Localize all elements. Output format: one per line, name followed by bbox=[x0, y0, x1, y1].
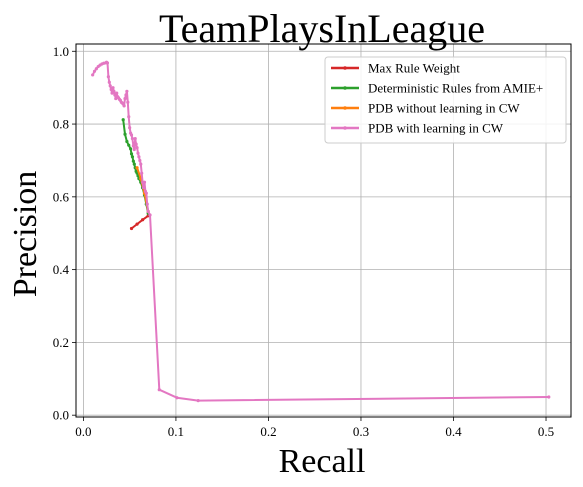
y-tick-label: 0.6 bbox=[53, 189, 70, 204]
data-point bbox=[129, 226, 134, 231]
y-tick-label: 0.8 bbox=[53, 117, 69, 132]
legend-marker bbox=[343, 106, 347, 110]
x-tick-label: 0.5 bbox=[538, 424, 554, 439]
data-point bbox=[139, 162, 143, 166]
y-tick-label: 1.0 bbox=[53, 44, 69, 59]
data-point bbox=[126, 100, 130, 104]
data-point bbox=[140, 171, 144, 175]
data-point bbox=[135, 222, 139, 226]
data-point bbox=[125, 139, 129, 144]
legend-label: PDB with learning in CW bbox=[368, 121, 504, 136]
data-point bbox=[131, 159, 135, 163]
legend-label: Deterministic Rules from AMIE+ bbox=[368, 81, 543, 96]
data-point bbox=[175, 396, 179, 400]
data-point bbox=[132, 162, 136, 166]
data-point bbox=[106, 75, 110, 79]
data-point bbox=[111, 86, 115, 90]
legend-marker bbox=[343, 66, 347, 70]
data-point bbox=[136, 151, 140, 155]
x-tick-label: 0.4 bbox=[445, 424, 462, 439]
data-point bbox=[148, 213, 152, 217]
x-tick-label: 0.0 bbox=[75, 424, 91, 439]
x-tick-label: 0.2 bbox=[260, 424, 276, 439]
series-4 bbox=[91, 60, 551, 403]
chart-title: TeamPlaysInLeague bbox=[159, 6, 485, 51]
ticks: 0.0 0.1 0.2 0.3 0.4 0.5 0.0 0.2 0.4 0.6 0.8 1.0 bbox=[53, 44, 554, 439]
data-point bbox=[123, 132, 127, 136]
data-point bbox=[141, 186, 146, 190]
data-point bbox=[91, 73, 95, 77]
data-point bbox=[196, 399, 200, 403]
data-point bbox=[146, 209, 150, 213]
series-1 bbox=[129, 214, 150, 231]
y-tick-label: 0.2 bbox=[53, 335, 69, 350]
data-point bbox=[108, 84, 112, 88]
data-point bbox=[123, 96, 127, 101]
data-point bbox=[92, 69, 97, 73]
data-point bbox=[134, 142, 138, 146]
x-tick-label: 0.1 bbox=[168, 424, 184, 439]
data-point bbox=[127, 115, 131, 119]
series-layer bbox=[91, 60, 551, 403]
data-point bbox=[130, 137, 135, 141]
data-point bbox=[135, 166, 139, 170]
data-point bbox=[132, 147, 136, 152]
data-point bbox=[145, 202, 149, 206]
data-point bbox=[141, 218, 145, 222]
plot-frame bbox=[75, 43, 572, 418]
data-point bbox=[128, 147, 133, 151]
y-tick-label: 0.4 bbox=[53, 262, 70, 277]
data-point bbox=[129, 133, 134, 137]
data-point bbox=[121, 118, 125, 122]
data-point bbox=[107, 80, 111, 84]
data-point bbox=[127, 143, 131, 147]
legend-label: PDB without learning in CW bbox=[368, 101, 520, 116]
data-point bbox=[125, 89, 129, 93]
data-point bbox=[130, 155, 135, 159]
legend: Max Rule Weight Deterministic Rules from … bbox=[324, 56, 567, 144]
series-line bbox=[130, 214, 149, 230]
data-point bbox=[133, 137, 137, 141]
data-point bbox=[129, 152, 134, 156]
y-axis-title: Precision bbox=[7, 171, 44, 298]
x-axis-title: Recall bbox=[279, 443, 366, 480]
data-point bbox=[144, 191, 148, 195]
legend-label: Max Rule Weight bbox=[368, 61, 460, 76]
legend-marker bbox=[343, 86, 347, 90]
data-point bbox=[131, 144, 135, 148]
data-point bbox=[122, 104, 126, 108]
data-point bbox=[128, 126, 132, 130]
data-point bbox=[112, 89, 116, 93]
data-point bbox=[547, 395, 551, 399]
data-point bbox=[137, 155, 141, 159]
data-point bbox=[105, 61, 110, 65]
data-point bbox=[124, 93, 128, 97]
data-point bbox=[157, 388, 161, 392]
data-point bbox=[135, 146, 139, 150]
data-point bbox=[94, 67, 98, 71]
legend-box bbox=[324, 56, 567, 144]
legend-marker bbox=[343, 126, 347, 130]
y-tick-label: 0.0 bbox=[53, 408, 69, 423]
x-tick-label: 0.3 bbox=[353, 424, 369, 439]
data-point bbox=[138, 158, 142, 163]
data-point bbox=[115, 91, 119, 95]
data-point bbox=[142, 180, 147, 184]
